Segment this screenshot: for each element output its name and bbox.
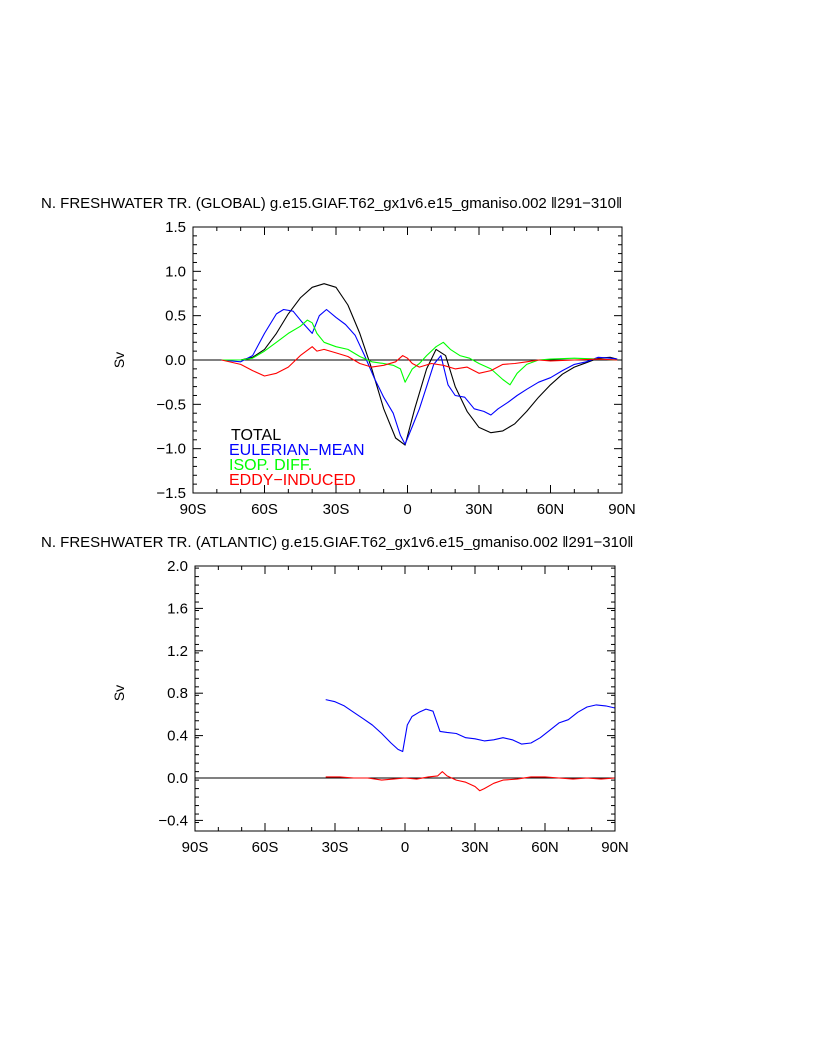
atlantic-y-tick-label: 2.0 [167, 558, 188, 575]
atlantic-axis-ticks [194, 565, 616, 832]
atlantic-plot-frame [194, 565, 616, 832]
global-y-tick-label: −1.0 [156, 441, 186, 458]
global-x-tick-label: 60S [251, 501, 278, 518]
global-chart-title: N. FRESHWATER TR. (GLOBAL) g.e15.GIAF.T6… [41, 195, 622, 212]
global-x-tick-label: 0 [403, 501, 411, 518]
global-y-tick-label: −0.5 [156, 396, 186, 413]
atlantic-x-tick-label: 60S [252, 839, 279, 856]
atlantic-y-tick-label: 1.2 [167, 643, 188, 660]
global-x-tick-label: 30S [323, 501, 350, 518]
atlantic-y-tick-label: −0.4 [158, 812, 188, 829]
global-panel: N. FRESHWATER TR. (GLOBAL) g.e15.GIAF.T6… [41, 195, 636, 518]
atlantic-series-eulerian-mean [325, 699, 616, 753]
global-y-tick-label: 1.0 [165, 263, 186, 280]
atlantic-y-axis-label: Sv [111, 685, 127, 701]
atlantic-x-tick-label: 90N [601, 839, 629, 856]
global-plot-frame [192, 226, 623, 494]
global-y-tick-label: 0.5 [165, 308, 186, 325]
atlantic-panel: N. FRESHWATER TR. (ATLANTIC) g.e15.GIAF.… [41, 534, 634, 856]
legend-isop-diff: ISOP. DIFF. [229, 457, 312, 474]
atlantic-x-tick-label: 30N [461, 839, 489, 856]
atlantic-y-tick-label: 0.4 [167, 728, 188, 745]
global-x-tick-label: 90S [180, 501, 207, 518]
global-series-eddy-induced [221, 346, 618, 377]
atlantic-y-tick-label: 0.8 [167, 685, 188, 702]
global-x-tick-label: 90N [608, 501, 636, 518]
global-legend: TOTAL EULERIAN−MEAN ISOP. DIFF. EDDY−IND… [229, 427, 365, 489]
atlantic-x-tick-label: 0 [401, 839, 409, 856]
atlantic-x-tick-label: 60N [531, 839, 559, 856]
atlantic-series-eddy-induced [325, 771, 616, 792]
global-y-tick-label: −1.5 [156, 485, 186, 502]
global-y-tick-label: 0.0 [165, 352, 186, 369]
atlantic-x-tick-label: 30S [322, 839, 349, 856]
global-tick-labels: 90S 60S 30S 0 30N 60N 90N −1.5 −1.0 −0.5 0.0 0.5 1.0… [156, 219, 635, 518]
legend-eulerian-mean: EULERIAN−MEAN [229, 442, 365, 459]
global-x-tick-label: 30N [465, 501, 493, 518]
atlantic-tick-labels: 90S 60S 30S 0 30N 60N 90N −0.4 0.0 0.4 0.8 1.2 1.6 2.… [158, 558, 628, 856]
global-y-axis-label: Sv [111, 352, 127, 368]
global-series [193, 283, 622, 446]
atlantic-x-tick-label: 90S [182, 839, 209, 856]
global-y-tick-label: 1.5 [165, 219, 186, 236]
atlantic-series [195, 699, 616, 792]
global-series-isop-diff [221, 319, 618, 386]
legend-total: TOTAL [231, 427, 281, 444]
atlantic-chart-title: N. FRESHWATER TR. (ATLANTIC) g.e15.GIAF.… [41, 534, 634, 551]
legend-eddy-induced: EDDY−INDUCED [229, 472, 356, 489]
atlantic-y-tick-label: 1.6 [167, 600, 188, 617]
global-series-eulerian-mean [221, 308, 618, 445]
global-series-total [221, 283, 618, 446]
global-x-tick-label: 60N [537, 501, 565, 518]
atlantic-y-tick-label: 0.0 [167, 770, 188, 787]
